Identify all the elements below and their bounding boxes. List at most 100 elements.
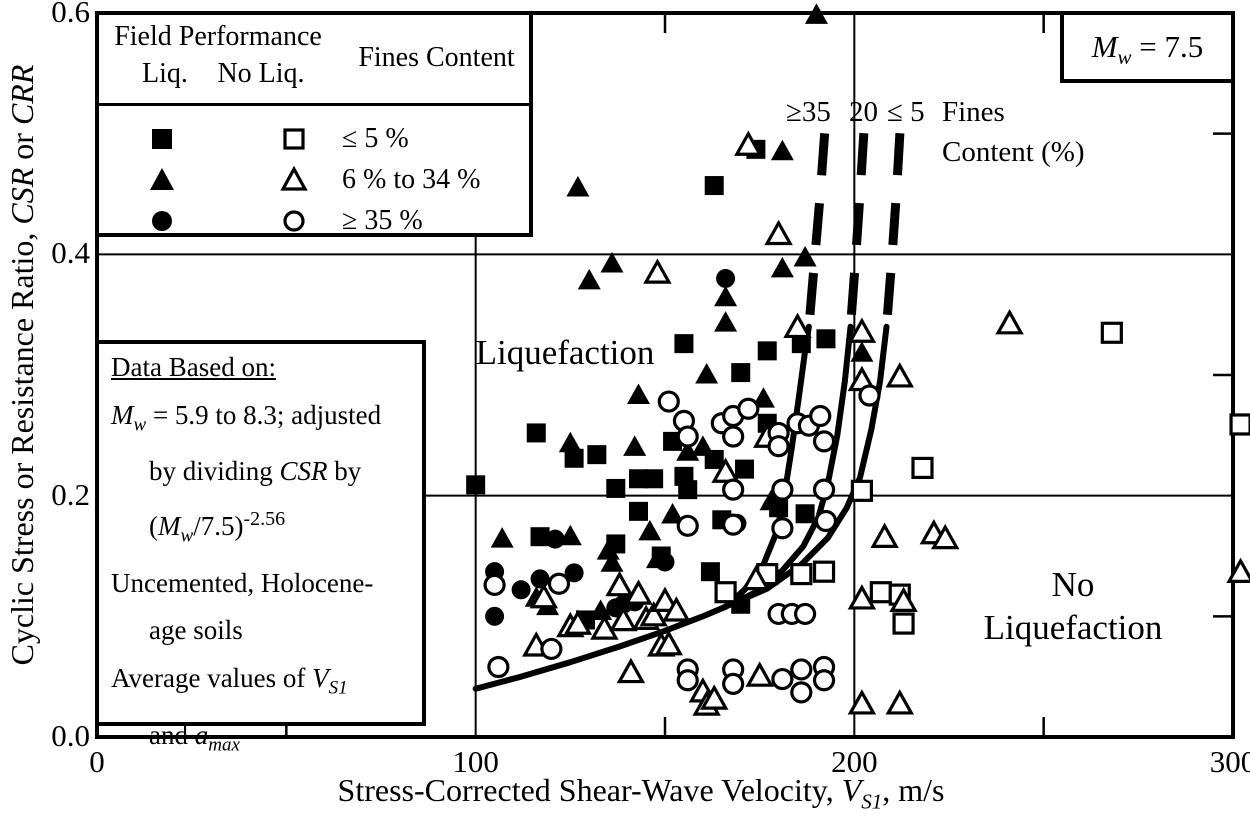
legend-header-field-performance: Field Performance — [114, 21, 322, 52]
open-circle-icon — [283, 210, 305, 232]
liquefaction-fc-le5-point — [526, 423, 546, 443]
no-liquefaction-line1: No — [1051, 565, 1095, 604]
no-liquefaction-fc-ge35-point — [790, 681, 813, 704]
liquefaction-fc-le5-point — [795, 504, 815, 524]
liquefaction-fc-le5-point — [791, 334, 811, 354]
fines-content-label-line2: Content (%) — [942, 136, 1085, 168]
liquefaction-fc-6-34-point — [623, 435, 647, 456]
no-liquefaction-fc-6-34-point — [643, 258, 672, 284]
no-liquefaction-fc-ge35-point — [487, 655, 510, 679]
no-liquefaction-fc-6-34-point — [995, 309, 1024, 335]
liquefaction-fc-6-34-point — [577, 268, 601, 290]
filled-triangle-icon — [150, 168, 174, 190]
no-liquefaction-fc-le5-point — [812, 560, 836, 583]
legend-header-no-liq: No Liq. — [217, 58, 305, 89]
no-liquefaction-fc-6-34-point — [563, 609, 593, 635]
liquefaction-fc-le5-point — [530, 527, 550, 547]
databox-soils-line2: age soils — [149, 615, 243, 646]
liquefaction-fc-6-34-point — [793, 245, 817, 267]
databox-soils-line1: Uncemented, Holocene- — [111, 567, 374, 598]
no-liquefaction-fc-ge35-point — [737, 397, 760, 420]
liquefaction-fc-6-34-point — [804, 3, 828, 24]
curve-label-le5: ≤ 5 — [887, 96, 925, 128]
no-liquefaction-fc-6-34-point — [885, 362, 915, 388]
liquefaction-fc-6-34-point — [600, 551, 624, 572]
no-liquefaction-fc-ge35-point — [767, 435, 790, 458]
no-liquefaction-fc-6-34-point — [734, 130, 763, 156]
crr-curve-dashed-2 — [882, 115, 906, 328]
no-liquefaction-fc-ge35-point — [722, 425, 745, 448]
y-title-text: Cyclic Stress or Resistance Ratio, — [4, 224, 40, 666]
no-liquefaction-fc-le5-point — [1100, 321, 1123, 344]
liquefaction-fc-6-34-point — [589, 599, 613, 621]
no-liquefaction-fc-ge35-point — [676, 425, 699, 448]
no-liquefaction-fc-6-34-point — [847, 584, 877, 610]
databox-average-line1: Average values of VS1 — [111, 662, 348, 699]
liquefaction-region-label: Liquefaction — [475, 333, 655, 372]
liquefaction-fc-6-34-point — [695, 363, 719, 384]
no-liquefaction-fc-ge35-point — [540, 637, 563, 661]
x-tick-label-0: 0 — [89, 744, 105, 779]
no-liquefaction-fc-6-34-point — [930, 523, 960, 550]
databox-magnitude-line: Mw = 5.9 to 8.3; adjusted — [111, 399, 382, 435]
no-liquefaction-fc-ge35-point — [771, 517, 794, 540]
magnitude-box: Mw = 7.5 — [1060, 11, 1235, 83]
no-liquefaction-fc-ge35-point — [812, 430, 836, 453]
liquefaction-fc-le5-point — [700, 562, 720, 582]
crr-curve-dashed-0 — [804, 115, 831, 328]
liquefaction-fc-le5-point — [628, 469, 648, 489]
databox-exponent-line: (Mw/7.5)-2.56 — [149, 507, 286, 547]
no-liquefaction-fc-ge35-point — [858, 384, 881, 407]
liquefaction-fc-le5-point — [466, 475, 486, 495]
liquefaction-fc-6-34-point — [490, 527, 514, 548]
legend-header-liq: Liq. — [142, 58, 188, 89]
no-liquefaction-fc-6-34-point — [889, 586, 918, 612]
filled-circle-icon — [152, 211, 172, 231]
no-liquefaction-fc-6-34-point — [764, 219, 793, 246]
no-liquefaction-line2: Liquefaction — [983, 608, 1163, 647]
databox-average-line2: and amax — [149, 719, 240, 756]
no-liquefaction-fc-6-34-point — [609, 605, 638, 632]
y-title-crr: CRR — [4, 64, 40, 126]
no-liquefaction-fc-ge35-point — [547, 572, 571, 595]
x-title-var: V — [841, 772, 862, 808]
no-liquefaction-fc-6-34-point — [783, 312, 812, 339]
liquefaction-fc-ge35-point — [530, 569, 550, 589]
liquefaction-fc-le5-point — [757, 341, 777, 361]
fines-content-label-line1: Fines — [942, 96, 1005, 128]
no-liquefaction-fc-ge35-point — [676, 514, 699, 537]
liquefaction-fc-6-34-point — [626, 383, 650, 405]
databox-title: Data Based on: — [111, 352, 276, 382]
no-liquefaction-fc-6-34-point — [616, 657, 646, 684]
liquefaction-fc-6-34-point — [714, 311, 738, 332]
no-liquefaction-fc-ge35-point — [722, 672, 745, 696]
no-liquefaction-fc-6-34-point — [662, 596, 691, 622]
liquefaction-fc-le5-point — [678, 480, 698, 500]
liquefaction-fc-le5-point — [674, 334, 694, 354]
legend-box: Field Performance Liq. No Liq. Fines Con… — [95, 11, 533, 237]
liquefaction-fc-6-34-point — [566, 175, 590, 197]
liquefaction-fc-le5-point — [644, 469, 664, 489]
no-liquefaction-fc-le5-point — [790, 562, 813, 586]
liquefaction-fc-le5-point — [587, 445, 607, 465]
x-title-sub: S1 — [861, 789, 883, 814]
y-tick-label-0.0: 0.0 — [51, 718, 90, 753]
no-liquefaction-fc-ge35-point — [812, 669, 836, 692]
liquefaction-fc-ge35-point — [716, 268, 736, 288]
no-liquefaction-fc-ge35-point — [771, 478, 794, 501]
no-liquefaction-fc-6-34-point — [847, 317, 877, 343]
y-axis-title: Cyclic Stress or Resistance Ratio, CSR o… — [4, 0, 44, 745]
no-liquefaction-fc-6-34-point — [1226, 557, 1250, 583]
no-liquefaction-fc-ge35-point — [722, 478, 745, 501]
legend-fines-6-34: 6 % to 34 % — [342, 164, 481, 195]
liquefaction-fc-6-34-point — [850, 341, 874, 362]
x-title-text: Stress-Corrected Shear-Wave Velocity, — [337, 772, 842, 808]
no-liquefaction-fc-le5-point — [714, 581, 737, 604]
no-liquefaction-fc-6-34-point — [590, 614, 619, 640]
y-tick-label-0.4: 0.4 — [51, 235, 90, 271]
liquefaction-fc-6-34-point — [638, 519, 662, 541]
liquefaction-fc-le5-point — [735, 459, 755, 479]
liquefaction-fc-le5-point — [606, 478, 626, 498]
liquefaction-fc-6-34-point — [661, 502, 685, 524]
